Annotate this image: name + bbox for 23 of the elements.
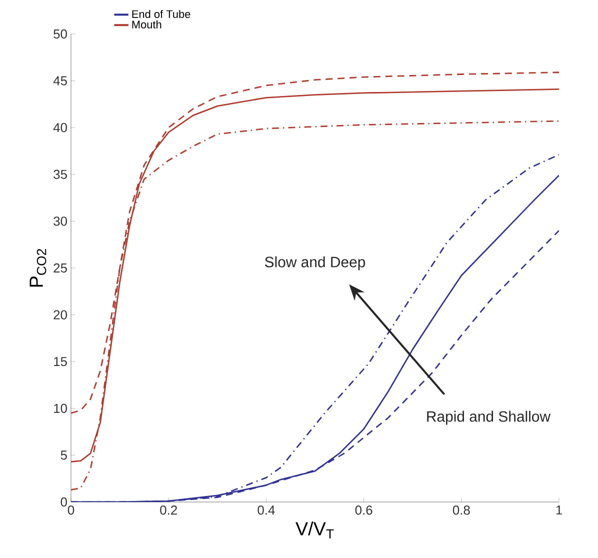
- y-tick-label: 30: [54, 216, 67, 226]
- x-tick-label: 0.2: [160, 506, 177, 515]
- y-tick-label: 25: [54, 263, 67, 273]
- y-tick-label: 35: [54, 170, 67, 179]
- y-tick-label: 5: [60, 450, 67, 460]
- x-tick-label: 0.8: [452, 506, 470, 515]
- x-tick-label: 0.4: [258, 506, 275, 515]
- x-axis-title: V/V$_{T}$: [296, 522, 334, 538]
- annotation: Rapid and Shallow: [427, 410, 551, 425]
- y-tick-label: 50: [54, 29, 67, 39]
- y-axis-title: P$_{CO2}$: [30, 248, 46, 287]
- legend-label: End of Tube: [132, 10, 190, 18]
- annotation: Slow and Deep: [265, 256, 366, 270]
- y-tick-label: 45: [53, 76, 67, 86]
- y-tick-label: 10: [54, 404, 67, 413]
- y-tick-label: 15: [54, 357, 67, 366]
- x-tick-label: 0: [68, 506, 74, 515]
- y-tick-label: 20: [54, 310, 67, 320]
- x-tick-label: 1: [556, 506, 562, 514]
- y-tick-label: 40: [53, 123, 67, 132]
- legend-label: Mouth: [132, 20, 162, 28]
- x-tick-label: 0.6: [355, 506, 372, 515]
- y-tick-label: 0: [60, 497, 67, 507]
